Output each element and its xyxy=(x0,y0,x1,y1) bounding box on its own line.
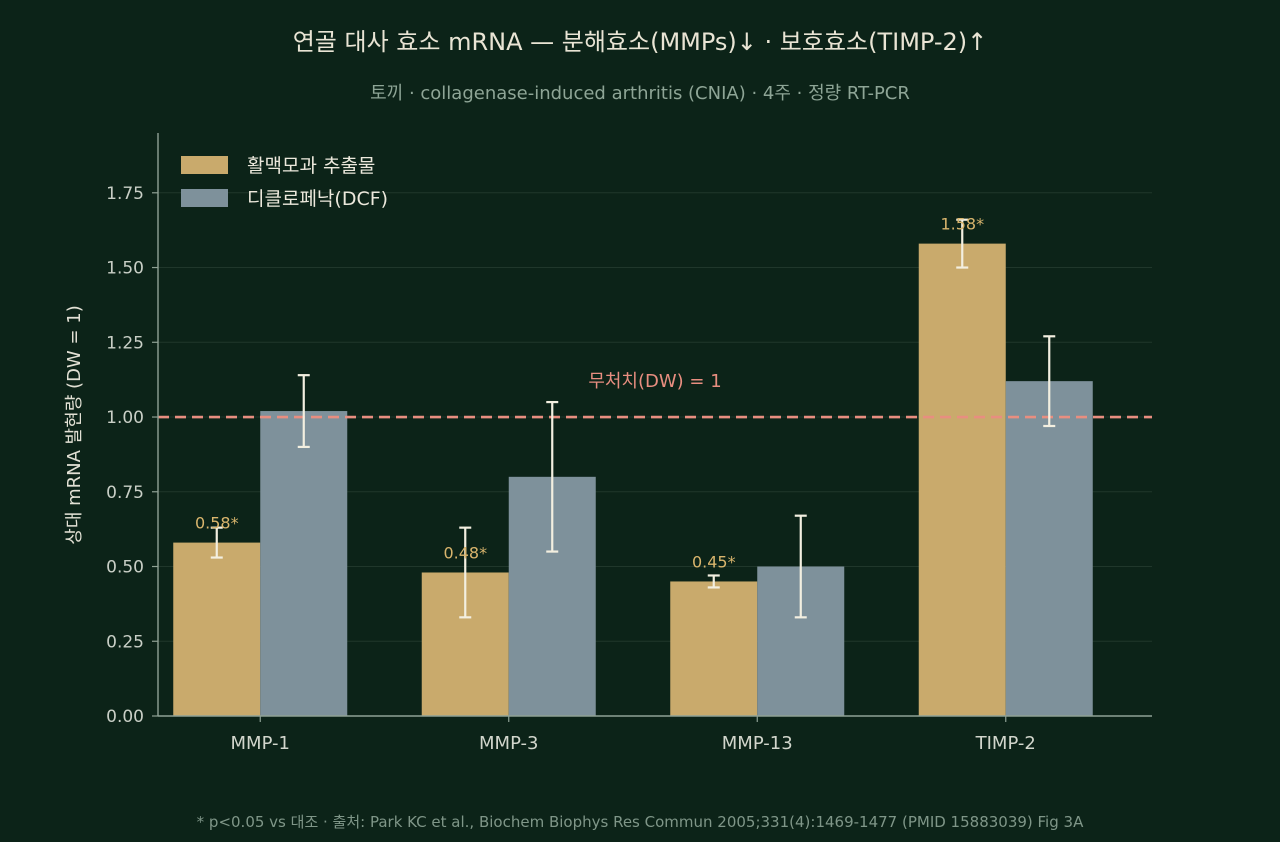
x-tick-label: TIMP-2 xyxy=(975,733,1036,754)
legend-swatch-extract xyxy=(181,156,228,174)
value-label: 0.58* xyxy=(195,514,239,533)
axes xyxy=(157,133,1152,717)
reference-line-group: 무처치(DW) = 1 xyxy=(158,371,1152,419)
bar-extract-mmp-1 xyxy=(173,542,261,716)
legend-label-extract: 활맥모과 추출물 xyxy=(247,155,375,177)
legend-swatch-dcf xyxy=(181,189,228,207)
y-tick-label: 0.00 xyxy=(106,707,144,727)
x-tick-label: MMP-3 xyxy=(479,733,538,754)
bars xyxy=(173,243,1093,716)
bar-dcf-mmp-1 xyxy=(260,411,348,716)
y-axis-title: 상대 mRNA 발현량 (DW = 1) xyxy=(64,305,85,544)
chart-subtitle: 토끼 · collagenase-induced arthritis (CNIA… xyxy=(370,83,910,104)
source-footnote: * p<0.05 vs 대조 · 출처: Park KC et al., Bio… xyxy=(197,813,1084,831)
bar-dcf-timp-2 xyxy=(1005,381,1093,716)
x-tick-label: MMP-13 xyxy=(722,733,793,754)
reference-line-label: 무처치(DW) = 1 xyxy=(588,371,721,392)
y-axis-ticks: 0.00 0.25 0.50 0.75 1.00 1.25 1.50 1.75 xyxy=(106,184,158,727)
error-bars xyxy=(210,218,1056,619)
value-label: 1.58* xyxy=(940,215,984,234)
y-tick-label: 0.25 xyxy=(106,632,144,652)
y-tick-label: 0.50 xyxy=(106,558,144,578)
value-label: 0.45* xyxy=(692,552,736,571)
legend: 활맥모과 추출물 디클로페낙(DCF) xyxy=(181,155,388,210)
y-tick-label: 1.50 xyxy=(106,259,144,279)
y-tick-label: 1.00 xyxy=(106,408,144,428)
x-tick-label: MMP-1 xyxy=(231,733,290,754)
bar-extract-timp-2 xyxy=(918,243,1006,716)
bar-extract-mmp-13 xyxy=(670,581,758,716)
y-tick-label: 1.25 xyxy=(106,333,144,353)
legend-label-dcf: 디클로페낙(DCF) xyxy=(247,188,388,210)
value-labels: 0.58* 0.48* 0.45* 1.58* xyxy=(195,215,984,572)
y-tick-label: 1.75 xyxy=(106,184,144,204)
x-axis-ticks: MMP-1 MMP-3 MMP-13 TIMP-2 xyxy=(231,716,1036,754)
value-label: 0.48* xyxy=(443,543,487,562)
chart-title: 연골 대사 효소 mRNA — 분해효소(MMPs)↓ · 보호효소(TIMP-… xyxy=(293,28,988,56)
y-tick-label: 0.75 xyxy=(106,483,144,503)
